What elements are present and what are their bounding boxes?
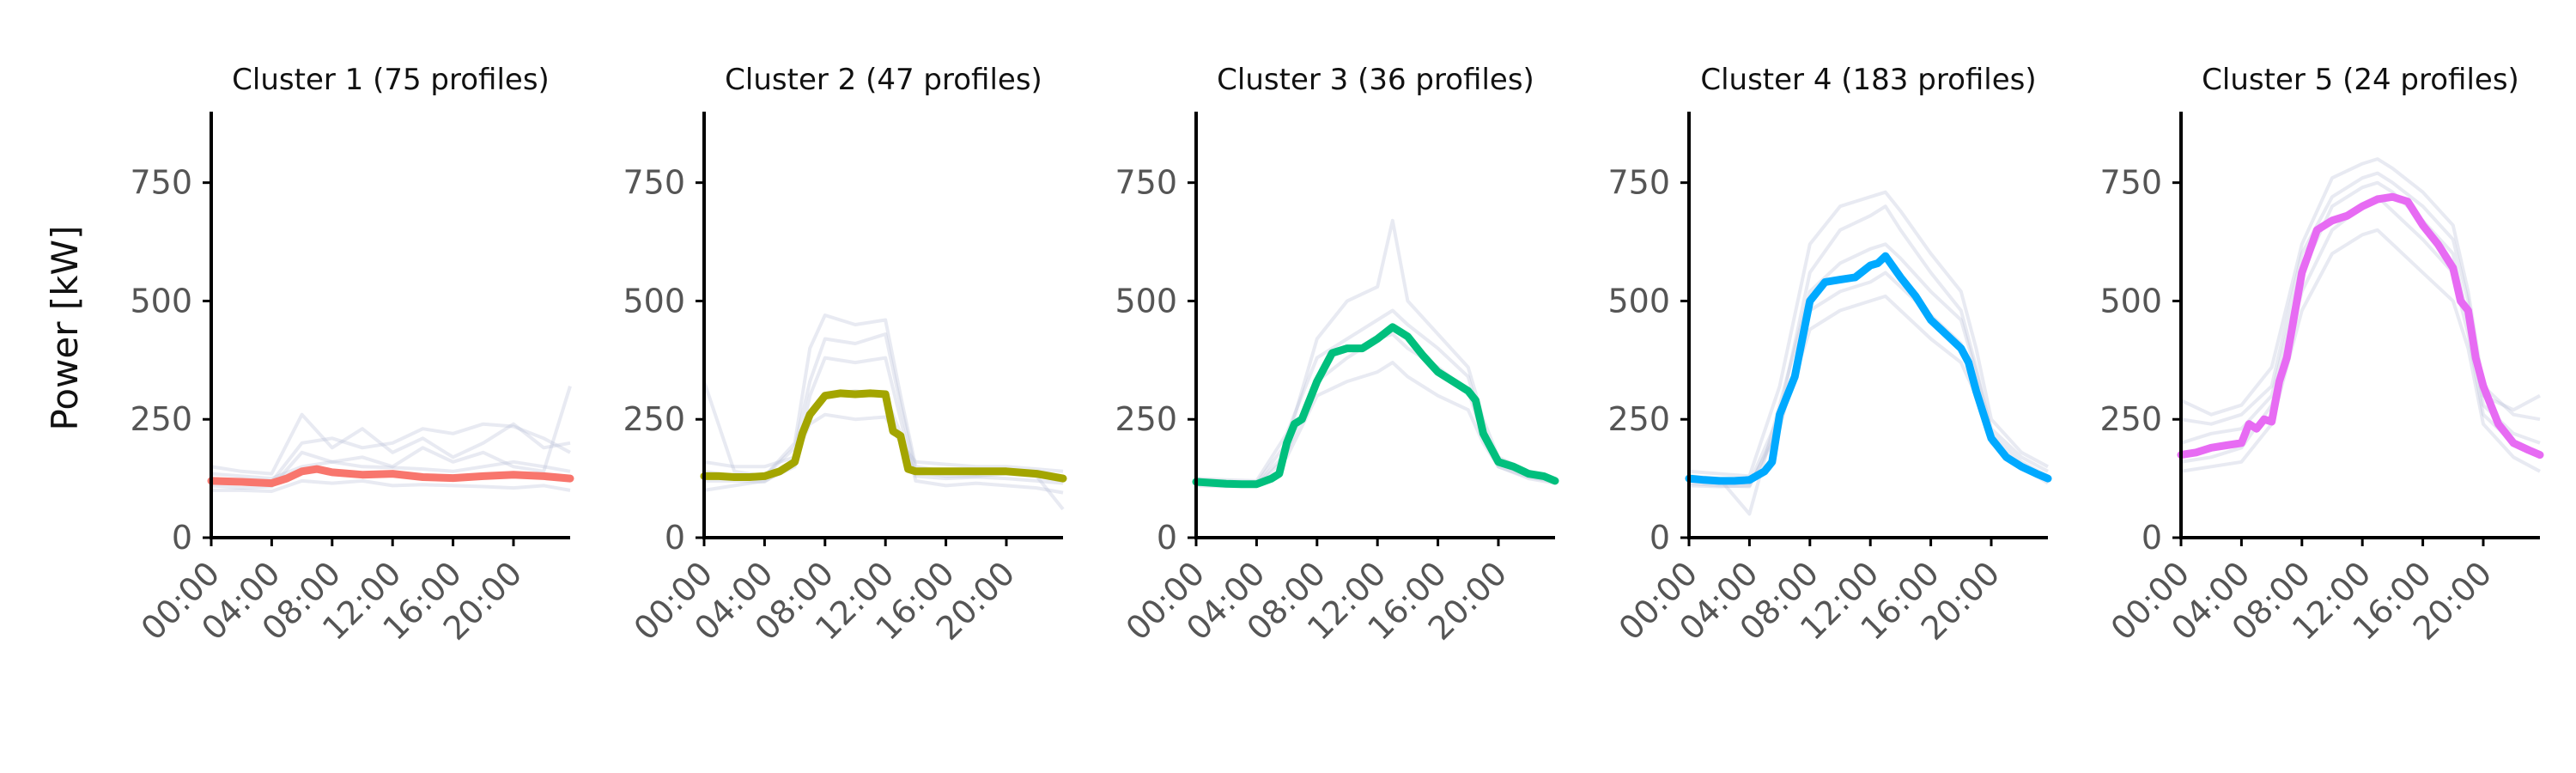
profile-line — [210, 460, 571, 481]
y-tick-label: 750 — [2099, 164, 2162, 202]
y-tick-label: 750 — [1115, 164, 1177, 202]
mean-profile-line — [207, 465, 574, 488]
y-tick-label: 0 — [2142, 519, 2162, 557]
profile-line — [1688, 294, 2049, 489]
y-tick-label: 250 — [623, 400, 685, 438]
y-tick-label: 250 — [1115, 400, 1177, 438]
y-tick-label: 250 — [2099, 400, 2162, 438]
panel-2: Cluster 2 (47 profiles)025050075000:0004… — [623, 63, 1067, 648]
y-tick-label: 500 — [2099, 282, 2162, 320]
panel-title: Cluster 1 (75 profiles) — [232, 63, 550, 97]
y-tick-label: 500 — [1607, 282, 1670, 320]
panel-title: Cluster 5 (24 profiles) — [2202, 63, 2519, 97]
y-tick-label: 0 — [1649, 519, 1670, 557]
profile-line — [1688, 271, 2050, 489]
profile-line — [1195, 218, 1556, 485]
y-tick-label: 500 — [130, 282, 192, 320]
panels-container: Cluster 1 (75 profiles)025050075000:0004… — [130, 63, 2544, 648]
y-tick-label: 250 — [1607, 400, 1670, 438]
panel-title: Cluster 2 (47 profiles) — [725, 63, 1042, 97]
profile-line — [703, 412, 1064, 473]
y-tick-label: 0 — [172, 519, 192, 557]
panel-title: Cluster 3 (36 profiles) — [1217, 63, 1534, 97]
profile-line — [703, 332, 1064, 483]
y-tick-label: 500 — [623, 282, 685, 320]
mean-profile-line — [1192, 323, 1559, 489]
profile-line — [2180, 228, 2541, 473]
y-tick-label: 250 — [130, 400, 192, 438]
y-tick-label: 750 — [130, 164, 192, 202]
profile-line — [210, 412, 571, 476]
panel-5: Cluster 5 (24 profiles)025050075000:0004… — [2099, 63, 2544, 648]
y-axis-label: Power [kW] — [44, 226, 86, 431]
profile-line — [211, 478, 571, 493]
mean-profile-line — [1685, 252, 2052, 485]
panel-4: Cluster 4 (183 profiles)025050075000:000… — [1607, 63, 2052, 648]
mean-profile-line — [700, 389, 1067, 483]
mean-profile-line — [2177, 192, 2544, 460]
y-tick-label: 750 — [623, 164, 685, 202]
profile-line — [2180, 157, 2541, 422]
panel-title: Cluster 4 (183 profiles) — [1700, 63, 2036, 97]
panel-3: Cluster 3 (36 profiles)025050075000:0004… — [1115, 63, 1559, 648]
y-tick-label: 0 — [665, 519, 685, 557]
y-tick-label: 750 — [1607, 164, 1670, 202]
profile-line — [1688, 242, 2049, 516]
panel-1: Cluster 1 (75 profiles)025050075000:0004… — [130, 63, 574, 648]
profile-line — [1688, 190, 2049, 478]
y-tick-label: 0 — [1157, 519, 1177, 557]
y-tick-label: 500 — [1115, 282, 1177, 320]
profile-line — [2180, 180, 2541, 445]
